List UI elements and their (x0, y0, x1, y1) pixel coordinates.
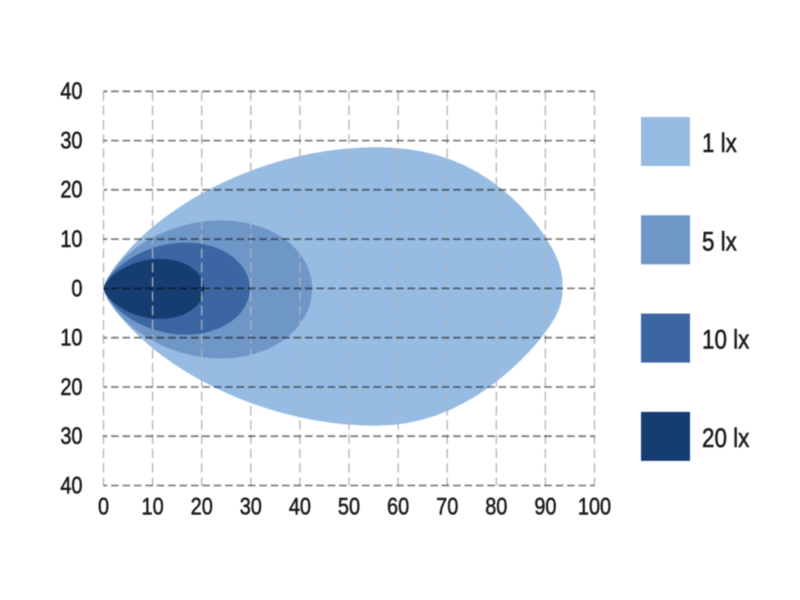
svg-text:70: 70 (436, 493, 458, 520)
svg-text:20 lx: 20 lx (702, 424, 750, 453)
svg-text:1 lx: 1 lx (702, 129, 737, 158)
svg-text:40: 40 (289, 493, 311, 520)
svg-text:0: 0 (71, 275, 82, 302)
svg-text:40: 40 (60, 472, 82, 499)
svg-text:10: 10 (60, 225, 82, 252)
svg-text:30: 30 (60, 422, 82, 449)
svg-text:5 lx: 5 lx (702, 227, 737, 256)
svg-text:30: 30 (240, 493, 262, 520)
svg-text:20: 20 (60, 373, 82, 400)
svg-text:80: 80 (485, 493, 507, 520)
svg-text:10 lx: 10 lx (702, 326, 750, 355)
svg-text:30: 30 (60, 127, 82, 154)
svg-text:10: 10 (142, 493, 164, 520)
svg-text:20: 20 (191, 493, 213, 520)
svg-text:60: 60 (387, 493, 409, 520)
svg-text:0: 0 (98, 493, 109, 520)
svg-text:40: 40 (60, 77, 82, 104)
svg-text:10: 10 (60, 324, 82, 351)
svg-text:20: 20 (60, 176, 82, 203)
svg-text:90: 90 (534, 493, 556, 520)
svg-text:100: 100 (578, 493, 611, 520)
svg-text:50: 50 (338, 493, 360, 520)
